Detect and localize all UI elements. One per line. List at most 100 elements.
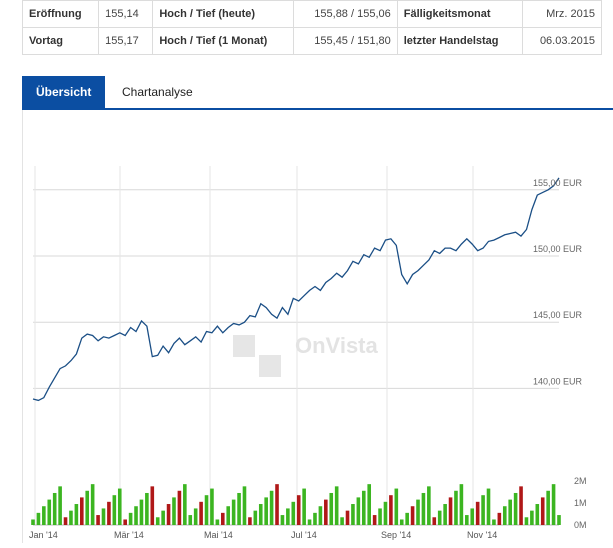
stat-label-high-low-month: Hoch / Tief (1 Monat) — [152, 27, 294, 55]
volume-bar — [193, 508, 198, 525]
volume-bar — [286, 508, 290, 525]
volume-bar — [443, 504, 447, 525]
volume-bar — [52, 492, 57, 525]
y-tick-label: 145,00 EUR — [533, 310, 583, 320]
volume-bar — [112, 495, 117, 525]
volume-bar — [42, 506, 46, 525]
volume-bar — [253, 510, 258, 525]
volume-bar — [183, 484, 187, 525]
volume-bar — [530, 510, 534, 525]
volume-bar — [226, 506, 231, 525]
volume-bar — [318, 506, 323, 525]
volume-bar — [324, 499, 328, 525]
volume-bar — [155, 517, 160, 525]
volume-bar — [492, 519, 496, 525]
volume-bar — [47, 499, 52, 525]
volume-bar — [210, 488, 214, 525]
volume-bar — [502, 506, 507, 525]
x-tick-label: Mär '14 — [114, 530, 144, 540]
volume-bar — [345, 510, 350, 525]
stat-label-maturity-month: Fälligkeitsmonat — [396, 0, 523, 28]
volume-bar — [31, 519, 35, 525]
stat-label-last-trading-day: letzter Handelstag — [396, 27, 523, 55]
volume-bar — [367, 484, 372, 525]
volume-bar — [85, 490, 90, 525]
volume-bars — [31, 484, 561, 525]
volume-bar — [410, 506, 415, 525]
volume-bar — [188, 515, 193, 525]
volume-bar — [557, 515, 561, 525]
volume-tick-label: 1M — [574, 498, 587, 508]
volume-bar — [486, 488, 491, 525]
volume-bar — [519, 486, 523, 525]
volume-bar — [497, 512, 502, 525]
volume-bar — [448, 497, 453, 525]
volume-bar — [215, 519, 220, 525]
volume-bar — [427, 486, 431, 525]
volume-bar — [36, 512, 41, 525]
volume-bar — [166, 504, 171, 525]
stat-value-maturity-month: Mrz. 2015 — [521, 0, 603, 28]
volume-bar — [199, 501, 203, 525]
volume-bar — [139, 499, 144, 525]
x-tick-label: Jan '14 — [29, 530, 58, 540]
volume-bar — [307, 519, 312, 525]
volume-bar — [269, 490, 274, 525]
watermark-text: OnVista — [295, 333, 379, 358]
price-line — [32, 177, 560, 402]
volume-bar — [123, 519, 127, 525]
volume-bar — [405, 512, 409, 525]
volume-bar — [264, 497, 268, 525]
stat-label-previous-day: Vortag — [21, 27, 100, 55]
volume-bar — [481, 495, 485, 525]
y-tick-label: 150,00 EUR — [533, 244, 583, 254]
volume-bar — [334, 486, 339, 525]
volume-bar — [378, 508, 382, 525]
volume-bar — [356, 497, 361, 525]
volume-bar — [454, 490, 458, 525]
volume-bar — [459, 484, 464, 525]
volume-bar — [313, 512, 317, 525]
volume-bar — [231, 499, 236, 525]
volume-bar — [416, 499, 420, 525]
volume-bar — [96, 515, 100, 525]
price-chart: OnVista 140,00 EUR 145,00 EUR 150,00 EUR 15… — [29, 166, 587, 540]
x-tick-label: Sep '14 — [381, 530, 411, 540]
y-axis: 140,00 EUR 145,00 EUR 150,00 EUR 155,00 EUR — [533, 178, 583, 387]
volume-bar — [524, 517, 529, 525]
volume-bar — [432, 517, 437, 525]
volume-bar — [161, 510, 165, 525]
volume-bar — [475, 501, 480, 525]
tab-bar: Übersicht Chartanalyse — [22, 76, 613, 110]
volume-bar — [421, 492, 426, 525]
volume-tick-label: 0M — [574, 520, 587, 530]
x-tick-label: Jul '14 — [291, 530, 317, 540]
chart-panel: OnVista 140,00 EUR 145,00 EUR 150,00 EUR 15… — [22, 110, 613, 543]
tab-overview[interactable]: Übersicht — [22, 76, 106, 108]
volume-bar — [394, 488, 399, 525]
volume-bar — [361, 490, 366, 525]
stat-value-last-trading-day: 06.03.2015 — [521, 27, 603, 55]
volume-bar — [535, 504, 540, 525]
volume-bar — [134, 506, 138, 525]
volume-bar — [351, 504, 355, 525]
stat-value-opening: 155,14 — [98, 0, 154, 28]
tab-chart-analysis[interactable]: Chartanalyse — [122, 85, 193, 99]
volume-bar — [399, 519, 404, 525]
volume-bar — [340, 517, 344, 525]
volume-bar — [74, 504, 79, 525]
volume-axis: 0M 1M 2M — [574, 476, 587, 530]
volume-bar — [280, 515, 285, 525]
volume-bar — [172, 497, 176, 525]
volume-bar — [291, 501, 296, 525]
volume-bar — [540, 497, 545, 525]
quote-stats-table: Eröffnung 155,14 Hoch / Tief (heute) 155… — [21, 0, 603, 55]
volume-bar — [107, 501, 111, 525]
volume-bar — [296, 495, 301, 525]
volume-bar — [63, 517, 68, 525]
volume-bar — [204, 495, 209, 525]
volume-bar — [508, 499, 512, 525]
volume-bar — [258, 504, 263, 525]
volume-bar — [80, 497, 84, 525]
watermark-logo-icon — [233, 335, 255, 357]
